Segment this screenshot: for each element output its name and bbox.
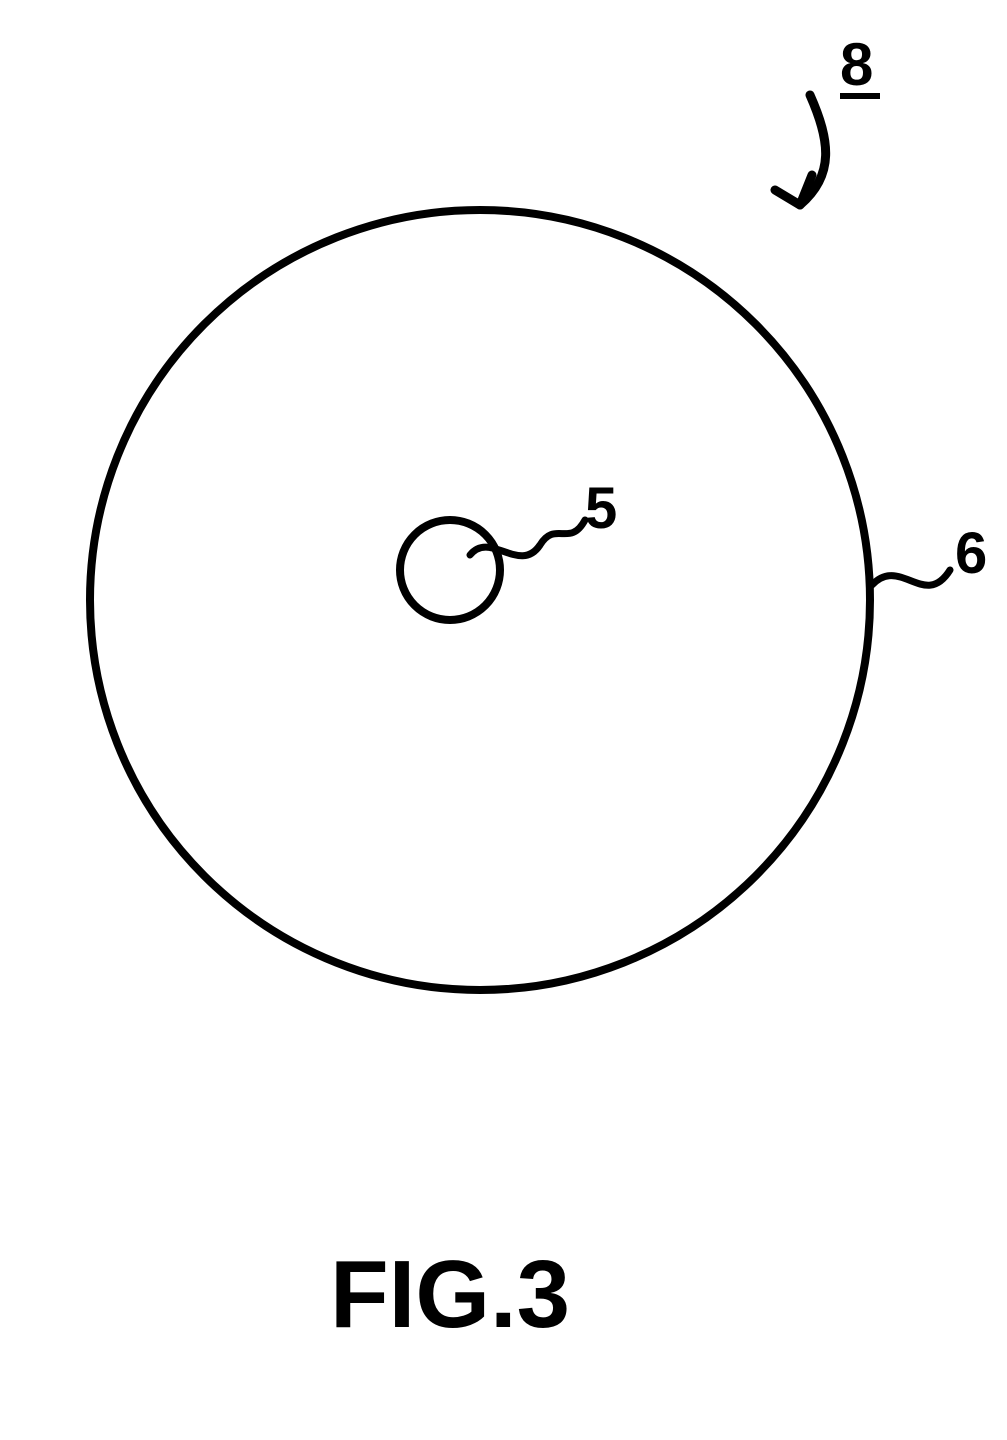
label-8-text: 8 bbox=[840, 31, 873, 98]
outer-circle bbox=[90, 210, 870, 990]
label-5-text: 5 bbox=[585, 476, 617, 541]
figure-stage: 8 5 6 FIG.3 bbox=[0, 0, 1007, 1440]
inner-circle bbox=[400, 520, 500, 620]
figure-svg bbox=[0, 0, 1007, 1440]
label-5: 5 bbox=[585, 475, 617, 542]
figure-caption: FIG.3 bbox=[330, 1240, 570, 1350]
label-6: 6 bbox=[955, 520, 987, 587]
figure-caption-text: FIG.3 bbox=[330, 1241, 570, 1348]
label-6-text: 6 bbox=[955, 521, 987, 586]
label-8: 8 bbox=[840, 30, 880, 99]
leader-6 bbox=[872, 570, 950, 585]
arrow-8-head bbox=[775, 175, 812, 205]
